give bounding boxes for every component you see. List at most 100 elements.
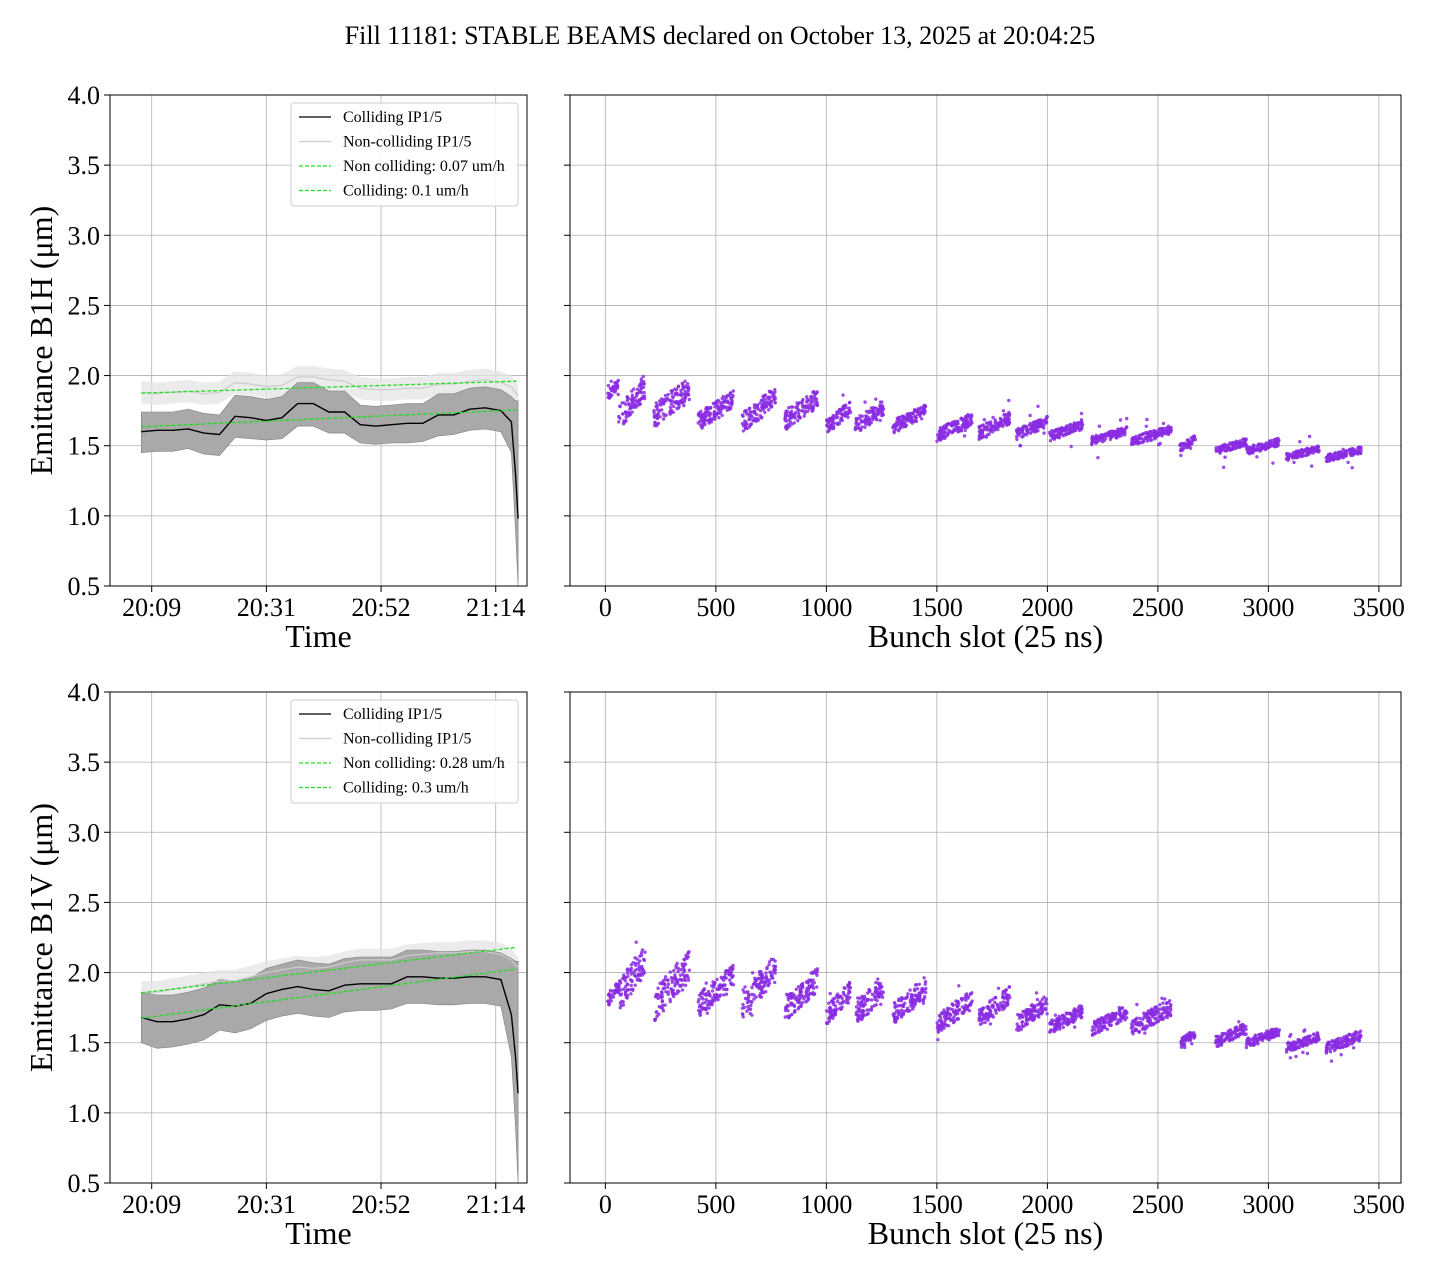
scatter-point: [1057, 435, 1062, 440]
scatter-point: [638, 978, 643, 983]
scatter-point: [1276, 1033, 1281, 1038]
scatter-point: [1080, 419, 1084, 424]
scatter-point: [843, 410, 847, 414]
scatter-point: [1336, 1036, 1341, 1041]
scatter-point: [1244, 1027, 1248, 1032]
scatter-point: [712, 998, 717, 1003]
scatter-point: [700, 426, 704, 430]
scatter-point: [1306, 451, 1310, 455]
scatter-point: [660, 397, 664, 401]
y-tick-label: 2.0: [68, 362, 101, 391]
scatter-point: [845, 995, 850, 999]
scatter-point: [745, 996, 749, 1001]
scatter-point: [679, 393, 683, 397]
scatter-point: [768, 960, 772, 964]
scatter-point: [1001, 1007, 1005, 1012]
scatter-point: [663, 983, 667, 987]
scatter-point: [987, 1014, 992, 1018]
scatter-point: [940, 436, 944, 440]
scatter-point: [729, 396, 733, 400]
scatter-point: [1114, 436, 1118, 440]
scatter-point: [813, 968, 818, 972]
scatter-point: [835, 412, 839, 416]
scatter-point: [1004, 423, 1009, 427]
scatter-point: [896, 1009, 900, 1013]
scatter-point: [1048, 1030, 1052, 1034]
scatter-point: [806, 409, 810, 414]
scatter-point: [755, 403, 760, 407]
scatter-point: [996, 986, 1001, 990]
scatter-point: [717, 984, 721, 988]
scatter-point: [1007, 421, 1012, 425]
scatter-point: [916, 407, 920, 411]
scatter-point: [1021, 1024, 1025, 1029]
scatter-point: [653, 420, 657, 424]
scatter-point: [922, 988, 926, 992]
scatter-point: [863, 420, 867, 425]
scatter-point: [1004, 988, 1008, 992]
plot-area: [141, 365, 519, 586]
scatter-point: [1289, 1032, 1293, 1037]
scatter-point: [1244, 1045, 1249, 1050]
scatter-point: [743, 419, 747, 423]
scatter-point: [1041, 418, 1046, 423]
scatter-point: [856, 423, 860, 427]
scatter-point: [841, 406, 845, 411]
scatter-point: [1166, 1006, 1170, 1010]
panel-b1v-time: 0.5 1.0 1.5 2.0 2.5 3.0 3.5 4.0 20:09 20:31 20:52 2…: [23, 678, 528, 1251]
scatter-point: [769, 399, 774, 403]
scatter-point: [1344, 1042, 1348, 1046]
y-tick-label: 4.0: [68, 678, 101, 707]
scatter-point: [1286, 1044, 1291, 1049]
legend-label: Colliding IP1/5: [343, 706, 442, 723]
scatter-point: [1179, 453, 1183, 458]
scatter-point: [744, 426, 748, 431]
scatter-point: [668, 970, 672, 974]
scatter-point: [1035, 997, 1040, 1002]
scatter-point: [728, 978, 732, 982]
scatter-point: [712, 993, 716, 997]
scatter-point: [1292, 460, 1296, 465]
scatter-point: [1180, 446, 1184, 451]
scatter-point: [683, 395, 688, 399]
scatter-point: [621, 1003, 626, 1007]
scatter-point: [624, 402, 628, 406]
scatter-point: [1311, 451, 1315, 455]
noncolliding-band: [141, 365, 519, 407]
scatter-point: [960, 998, 964, 1002]
scatter-point: [1266, 1030, 1271, 1035]
scatter-point: [861, 997, 866, 1002]
scatter-point: [1235, 1025, 1239, 1030]
scatter-point: [769, 403, 773, 407]
scatter-point: [1044, 1008, 1048, 1012]
scatter-point: [740, 422, 745, 426]
scatter-point: [760, 415, 764, 419]
scatter-point: [685, 392, 689, 396]
scatter-point: [1031, 1006, 1035, 1010]
scatter-point: [847, 408, 851, 413]
scatter-point: [720, 396, 724, 401]
scatter-point: [833, 1010, 838, 1015]
scatter-point: [811, 406, 815, 410]
scatter-point: [1343, 449, 1348, 454]
scatter-point: [661, 417, 666, 421]
scatter-point: [1260, 1032, 1264, 1036]
scatter-point: [912, 1005, 916, 1009]
scatter-point: [1242, 440, 1246, 444]
scatter-point: [1246, 445, 1250, 449]
scatter-point: [783, 1015, 787, 1019]
scatter-point: [1192, 1033, 1196, 1037]
scatter-point: [954, 999, 958, 1003]
scatter-point: [1138, 441, 1143, 445]
scatter-point: [801, 986, 805, 990]
scatter-point: [913, 414, 917, 418]
scatter-point: [1328, 1050, 1333, 1054]
scatter-point: [880, 992, 884, 997]
scatter-point: [1237, 1020, 1241, 1024]
scatter-point: [1038, 1011, 1042, 1016]
scatter-point: [711, 985, 716, 989]
scatter-point: [715, 992, 719, 997]
scatter-point: [804, 994, 808, 999]
scatter-point: [939, 1019, 944, 1023]
scatter-point: [994, 425, 999, 429]
